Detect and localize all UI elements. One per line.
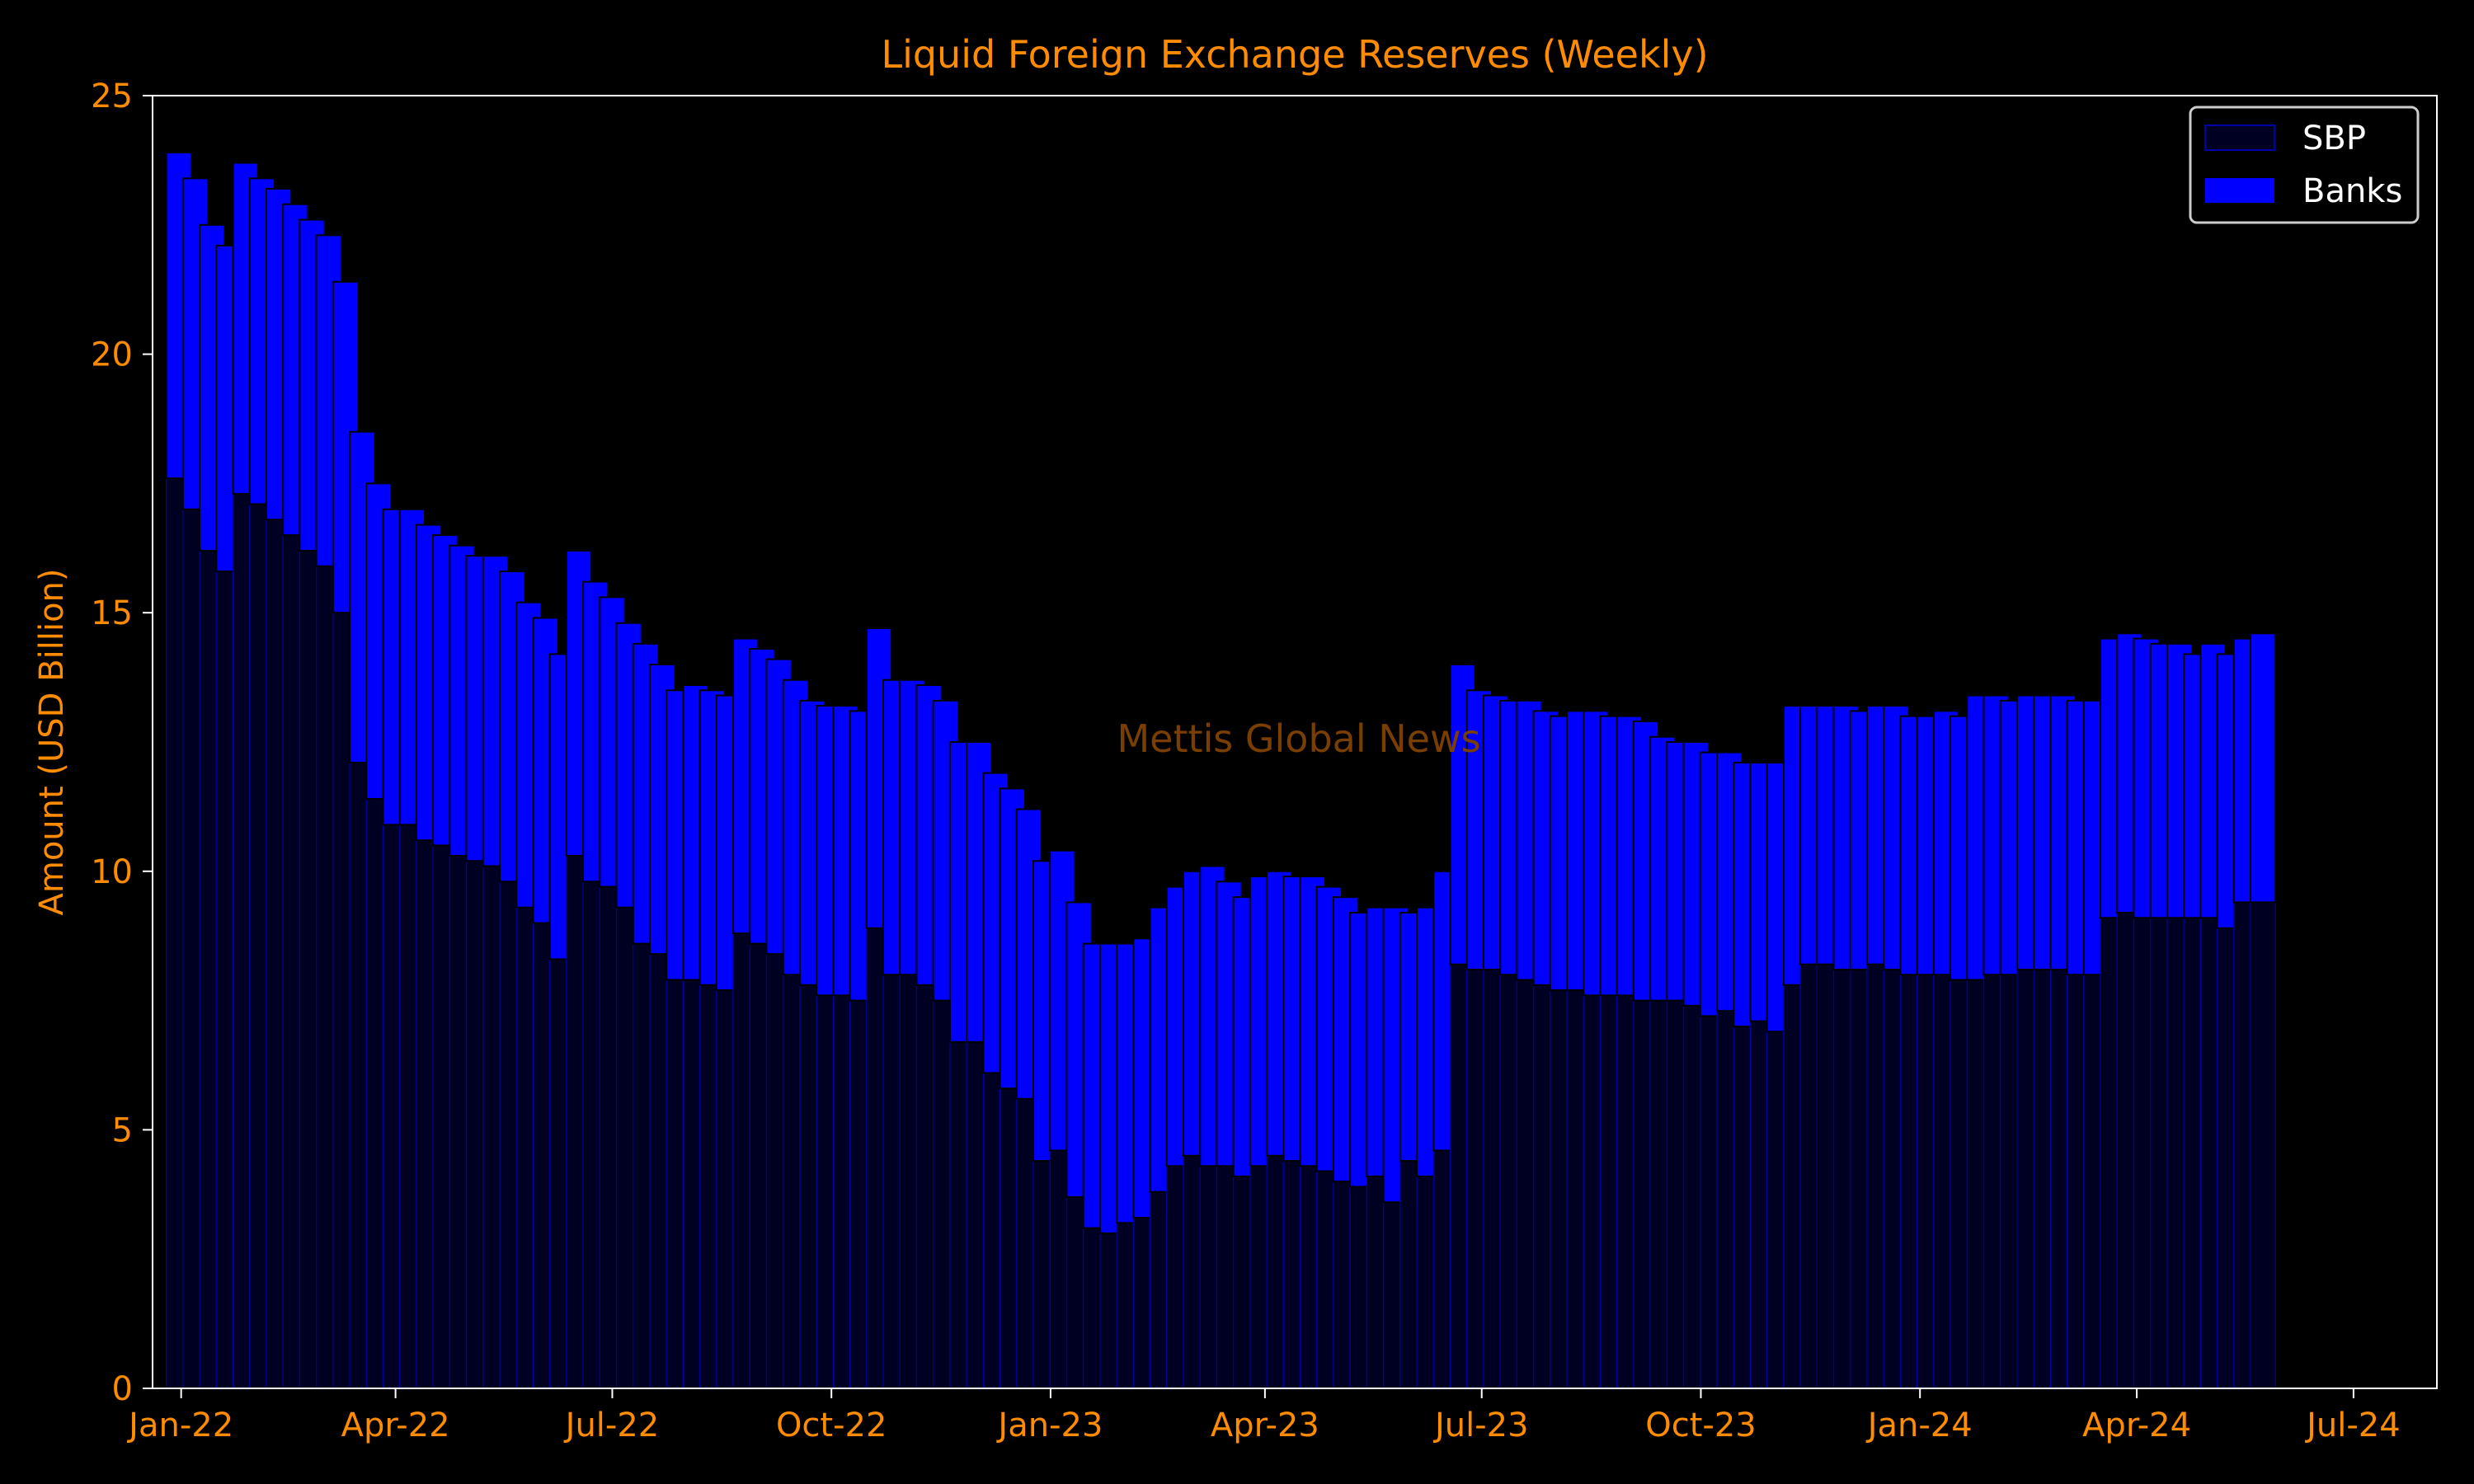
legend-swatch-sbp xyxy=(2204,124,2275,151)
y-tick-label: 15 xyxy=(91,594,133,632)
x-tick-label: Jul-22 xyxy=(563,1407,660,1444)
x-tick-label: Jul-23 xyxy=(1432,1407,1529,1444)
x-tick-label: Jul-24 xyxy=(2304,1407,2401,1444)
y-tick-label: 20 xyxy=(91,336,133,374)
x-tick-label: Jan-22 xyxy=(126,1407,233,1444)
legend-label-banks: Banks xyxy=(2302,172,2402,210)
watermark: Mettis Global News xyxy=(1117,716,1480,761)
y-tick-label: 5 xyxy=(112,1111,133,1149)
x-tick-label: Apr-24 xyxy=(2082,1407,2191,1444)
x-tick-label: Apr-22 xyxy=(341,1407,450,1444)
x-tick-label: Apr-23 xyxy=(1211,1407,1319,1444)
plot-frame xyxy=(152,95,2438,1389)
y-tick-label: 0 xyxy=(112,1370,133,1408)
bar-sbp xyxy=(2250,901,2276,1389)
chart-title: Liquid Foreign Exchange Reserves (Weekly… xyxy=(881,32,1708,77)
bar-banks xyxy=(2249,632,2277,904)
legend-swatch-banks xyxy=(2205,178,2274,203)
x-tick-label: Jan-23 xyxy=(995,1407,1103,1444)
legend: SBP Banks xyxy=(2189,106,2420,224)
y-tick-label: 25 xyxy=(91,77,133,115)
x-axis: Jan-22 Apr-22 Jul-22 Oct-22 Jan-23 Apr-23 Jul-… xyxy=(126,1388,2401,1444)
x-tick-label: Jan-24 xyxy=(1865,1407,1973,1444)
x-tick-label: Oct-23 xyxy=(1645,1407,1757,1444)
y-axis: 0 5 10 15 20 25 xyxy=(91,77,153,1408)
bars-layer xyxy=(165,151,2277,1389)
y-axis-label: Amount (USD Billion) xyxy=(33,568,71,915)
x-tick-label: Oct-22 xyxy=(776,1407,887,1444)
y-tick-label: 10 xyxy=(91,853,133,891)
legend-label-sbp: SBP xyxy=(2302,120,2366,157)
